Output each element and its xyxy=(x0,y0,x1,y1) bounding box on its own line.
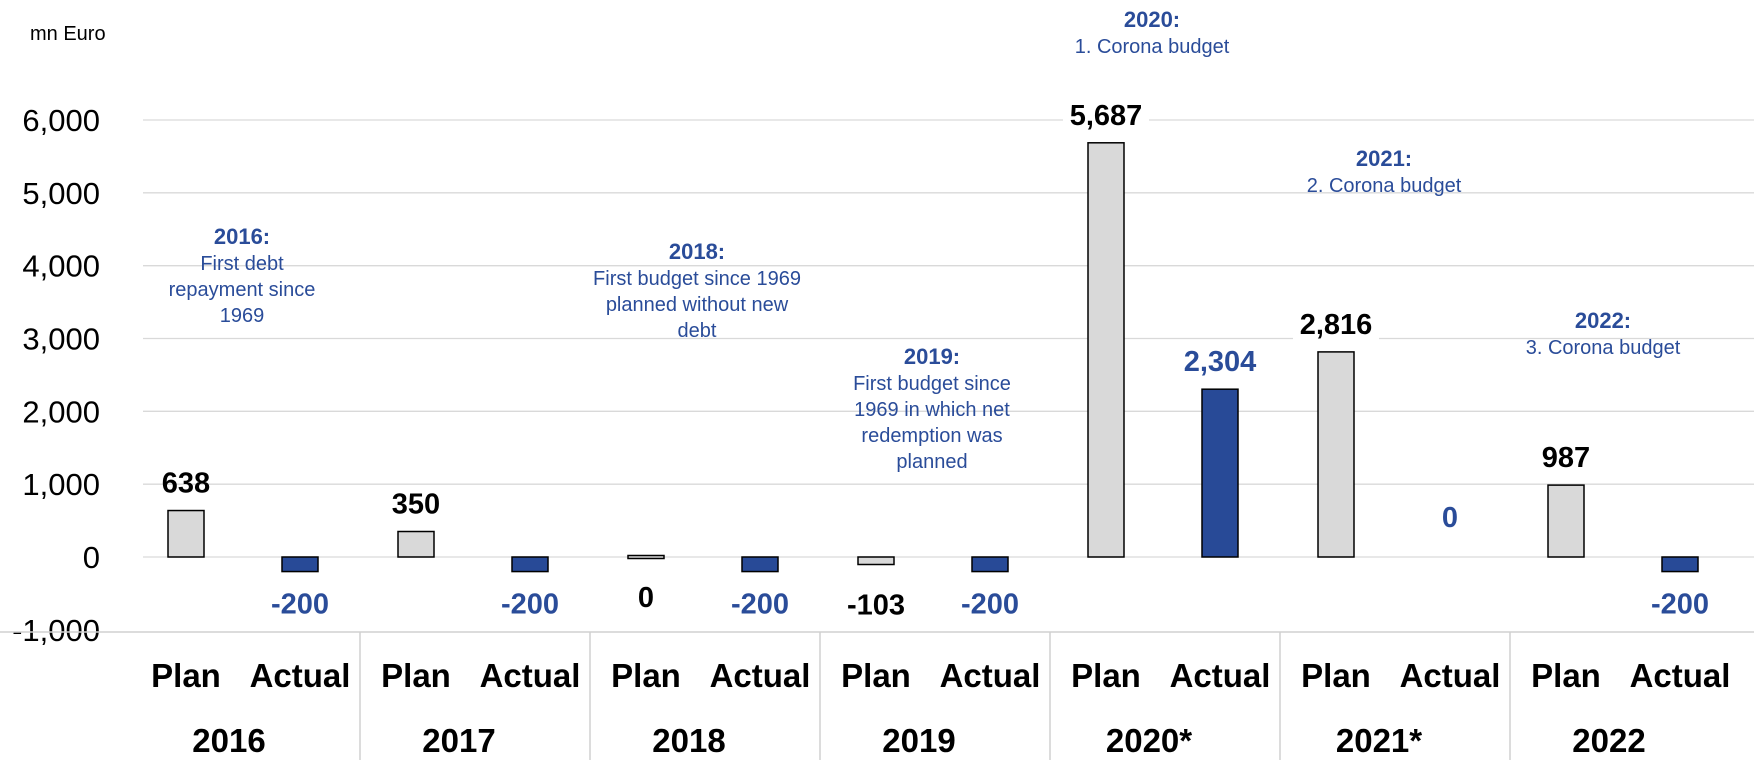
annotation-text: 1969 xyxy=(220,305,265,327)
annotation: 2018: First budget since 1969 planned with… xyxy=(593,239,801,342)
bar-plan-2019 xyxy=(857,556,895,566)
y-tick-label: 3,000 xyxy=(22,322,100,357)
annotation: 2019: First budget since 1969 in which net… xyxy=(853,344,1011,473)
value-label: 350 xyxy=(392,489,440,521)
annotation-year: 2021: xyxy=(1356,146,1412,171)
annotation-year: 2020: xyxy=(1124,7,1180,32)
bar-actual-2016 xyxy=(281,556,319,573)
x-tick-label: Plan xyxy=(1531,657,1601,694)
x-tick-label: Actual xyxy=(940,657,1041,694)
annotation-text: First budget since xyxy=(853,373,1011,395)
annotation-text: 2. Corona budget xyxy=(1307,175,1462,197)
group-label: 2018 xyxy=(652,722,725,759)
annotation-text: planned xyxy=(896,451,967,473)
label-background xyxy=(1293,305,1379,342)
bar-actual-2019 xyxy=(971,556,1009,573)
annotation-year: 2022: xyxy=(1575,308,1631,333)
annotation-text: 1969 in which net xyxy=(854,399,1010,421)
value-label: 2,304 xyxy=(1184,346,1257,378)
bar-plan-2020 xyxy=(1087,142,1125,558)
annotation-year: 2018: xyxy=(669,239,725,264)
annotation-text: repayment since xyxy=(169,279,316,301)
value-label: 987 xyxy=(1542,442,1590,474)
annotation-text: First debt xyxy=(200,253,284,275)
annotation-text: 1. Corona budget xyxy=(1075,36,1230,58)
bar-actual-2020 xyxy=(1201,388,1239,558)
x-tick-label: Actual xyxy=(710,657,811,694)
label-background xyxy=(1063,96,1149,133)
unit-label: mn Euro xyxy=(30,23,106,45)
y-tick-label: 6,000 xyxy=(22,103,100,138)
value-label: 5,687 xyxy=(1070,100,1143,132)
group-label: 2020* xyxy=(1106,722,1192,759)
x-tick-label: Plan xyxy=(381,657,451,694)
y-tick-label: 0 xyxy=(83,540,100,575)
group-label: 2021* xyxy=(1336,722,1422,759)
annotation-year: 2019: xyxy=(904,344,960,369)
bar-plan-2022 xyxy=(1547,484,1585,558)
value-label: -200 xyxy=(501,589,559,621)
annotation-text: debt xyxy=(678,320,717,342)
annotation: 2020: 1. Corona budget xyxy=(1075,7,1230,58)
annotation: 2016: First debt repayment since 1969 xyxy=(169,224,316,327)
x-tick-label: Actual xyxy=(1170,657,1271,694)
bar-plan-2018 xyxy=(627,554,665,560)
x-tick-label: Actual xyxy=(250,657,351,694)
bar-plan-2021 xyxy=(1317,351,1355,558)
bar-actual-2022 xyxy=(1661,556,1699,573)
bar-plan-2017 xyxy=(397,530,435,558)
bar-actual-2018 xyxy=(741,556,779,573)
group-label: 2022 xyxy=(1572,722,1645,759)
y-tick-label: 4,000 xyxy=(22,249,100,284)
x-tick-label: Actual xyxy=(1630,657,1731,694)
value-label: -200 xyxy=(1651,589,1709,621)
value-label: 0 xyxy=(1442,502,1458,534)
value-label: -200 xyxy=(961,589,1019,621)
y-tick-label: 2,000 xyxy=(22,394,100,429)
x-tick-label: Plan xyxy=(841,657,911,694)
annotation-year: 2016: xyxy=(214,224,270,249)
annotation: 2022: 3. Corona budget xyxy=(1526,308,1681,359)
group-label: 2019 xyxy=(882,722,955,759)
x-tick-label: Actual xyxy=(1400,657,1501,694)
group-label: 2016 xyxy=(192,722,265,759)
bar-plan-2016 xyxy=(167,509,205,558)
value-label: 638 xyxy=(162,468,210,500)
y-tick-label: 1,000 xyxy=(22,467,100,502)
y-tick-label: -1,000 xyxy=(12,613,100,648)
value-label: -103 xyxy=(847,590,905,622)
annotation-text: planned without new xyxy=(606,294,789,316)
annotation-text: First budget since 1969 xyxy=(593,268,801,290)
x-tick-label: Plan xyxy=(1301,657,1371,694)
annotation-text: redemption was xyxy=(861,425,1002,447)
value-label: 0 xyxy=(638,582,654,614)
value-label: 2,816 xyxy=(1300,309,1373,341)
bar-actual-2017 xyxy=(511,556,549,573)
x-tick-label: Plan xyxy=(611,657,681,694)
y-tick-label: 5,000 xyxy=(22,176,100,211)
annotation: 2021: 2. Corona budget xyxy=(1307,146,1462,197)
annotation-text: 3. Corona budget xyxy=(1526,337,1681,359)
group-label: 2017 xyxy=(422,722,495,759)
value-label: -200 xyxy=(731,589,789,621)
x-tick-label: Actual xyxy=(480,657,581,694)
value-label: -200 xyxy=(271,589,329,621)
x-tick-label: Plan xyxy=(151,657,221,694)
x-tick-label: Plan xyxy=(1071,657,1141,694)
label-background xyxy=(1177,343,1263,380)
